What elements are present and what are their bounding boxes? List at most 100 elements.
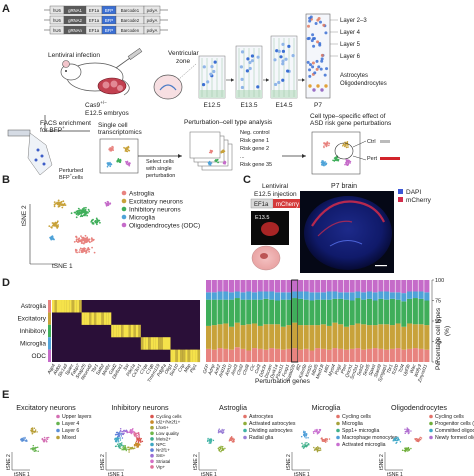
heatmap-cell [160, 337, 164, 350]
panel-e-point [46, 438, 49, 440]
panel-e-point [407, 429, 410, 431]
panel-e-legend-label: Newly formed oligodendrocytes (NFOL) [435, 435, 474, 441]
bar-segment-microglia [407, 291, 413, 299]
panel-e-point [138, 436, 140, 439]
mini-scatter-point [214, 160, 216, 162]
panel-e-legend-swatch [150, 459, 154, 464]
bar-segment-oligodendrocytes [320, 280, 327, 293]
tsne-point-astroglia [92, 238, 95, 241]
stage-arrow-head [302, 78, 305, 82]
p7-neuron [306, 60, 310, 64]
bar-segment-excitatory [206, 325, 212, 349]
bar-segment-inhibitory [240, 299, 246, 326]
panel-e-legend-label: Activated astrocytes [249, 421, 296, 427]
tsne-point-oligodendrocytes [107, 203, 110, 206]
scale-bar [375, 265, 387, 267]
panel-e-point [399, 440, 402, 443]
panel-e-legend-label: Radial glia [249, 435, 273, 441]
tsne-point-astroglia [75, 238, 78, 241]
tsne-point-inhibitory [84, 209, 86, 211]
lenti-label-1: Lentiviral [262, 183, 289, 190]
construct-label-bc: Barcode1 [121, 8, 140, 13]
mini-scatter-point [110, 147, 113, 150]
panel-e-title: Oligodendrocytes [391, 403, 447, 412]
panel-e-title: Excitatory neurons [16, 403, 76, 412]
panel-e-point [126, 448, 128, 450]
tsne-point-excitatory [57, 225, 59, 228]
single-cell-plot-box [99, 138, 139, 174]
panel-e-point [120, 447, 122, 450]
bar-segment-microglia [395, 292, 401, 300]
bar-category-label: Syngap1 [377, 363, 388, 382]
construct-label-pa: polyA [147, 18, 158, 23]
risk-list-item-4: Risk gene 35 [240, 162, 272, 168]
bar-segment-astroglia [263, 349, 269, 362]
panel-e-point [47, 436, 50, 439]
ctrl-label: Ctrl [367, 139, 376, 145]
layer-label-1: Layer 2–3 [340, 18, 367, 24]
bar-category-label: Upf3b [402, 363, 411, 377]
bar-segment-microglia [223, 291, 229, 300]
panel-e-point [135, 436, 138, 438]
panel-e-point [222, 449, 224, 451]
bar-segment-excitatory [228, 326, 235, 350]
tsne-point-astroglia [84, 238, 87, 241]
single-cell-mini-scatter [106, 145, 131, 168]
panel-e-point [395, 442, 397, 444]
bar-segment-inhibitory [257, 299, 263, 326]
bar-segment-astroglia [240, 348, 246, 362]
bar-category-label: Setd2 [356, 363, 365, 376]
panel-e-point [305, 435, 308, 437]
neuron-cell [277, 80, 281, 85]
panel-e-legend-swatch [336, 435, 340, 440]
tsne-point-astroglia [85, 250, 88, 253]
bar-segment-excitatory [326, 325, 332, 350]
mini-scatter-point [222, 162, 225, 164]
heatmap-cell [81, 312, 85, 325]
heatmap-cell [130, 324, 134, 338]
lenti-label-2: E12.5 injection [254, 191, 297, 198]
tsne-point-inhibitory [96, 221, 99, 224]
panel-e-point [125, 430, 128, 432]
panel-e-point [115, 431, 118, 434]
heatmap-cell [140, 337, 144, 350]
mini-scatter-point [123, 146, 125, 149]
heatmap-cell [150, 337, 154, 350]
bar-segment-microglia [384, 291, 390, 300]
panel-e-point [231, 439, 233, 442]
p7-neuron [317, 65, 321, 69]
panel-e-point [315, 430, 318, 432]
p7-neuron [311, 37, 315, 41]
bar-segment-inhibitory [320, 299, 327, 325]
heatmap-cell [93, 312, 97, 325]
zone-label: zone [176, 58, 190, 65]
tsne-point-inhibitory [77, 207, 80, 210]
bar-segment-astroglia [320, 348, 327, 362]
mini-scatter-point [124, 148, 127, 150]
stage-label-p7: P7 [314, 102, 322, 109]
mini-scatter-point [325, 145, 328, 148]
heatmap-row-colorbar [48, 349, 51, 362]
e135-injection-site [260, 253, 268, 259]
heatmap-cell [133, 324, 136, 338]
heatmap-cell [163, 337, 166, 350]
panel-e-point [313, 449, 316, 451]
tsne-point-astroglia [90, 240, 93, 243]
tsne-point-inhibitory [88, 210, 91, 213]
legend-swatch [398, 197, 403, 202]
highlighted-bar-box [291, 279, 299, 363]
tsne-point-oligodendrocytes [107, 201, 110, 204]
construct-label-grna: gRNA1 [68, 8, 82, 13]
p7-brain-label: P7 brain [331, 183, 357, 190]
panel-e-point [321, 438, 324, 441]
panel-e-point [303, 430, 305, 432]
bar-segment-excitatory [286, 325, 292, 349]
panel-e-point [121, 442, 123, 444]
oligodendrocytes-label: Oligodendrocytes [340, 81, 387, 87]
bar-segment-microglia [217, 291, 223, 300]
construct-label-grna: gRNA2 [68, 18, 82, 23]
cortical-development-columns: E12.5 E13.5 E14.5 P7 [198, 35, 322, 109]
tsne-point-astroglia [76, 251, 78, 254]
perturbed-superscript: + [70, 172, 73, 177]
